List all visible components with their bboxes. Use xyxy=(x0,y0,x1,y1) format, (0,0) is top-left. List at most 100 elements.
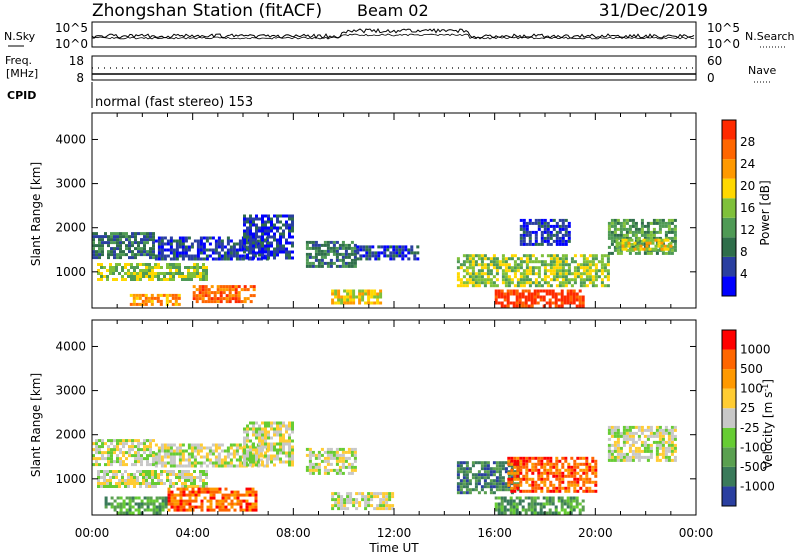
echo-cell xyxy=(143,439,146,443)
echo-cell xyxy=(655,242,659,246)
echo-cell xyxy=(218,502,222,506)
echo-cell xyxy=(233,508,237,512)
echo-cell xyxy=(350,246,354,250)
echo-cell xyxy=(525,260,529,264)
echo-cell xyxy=(202,461,206,465)
echo-cell xyxy=(542,304,546,308)
echo-cell xyxy=(122,241,125,245)
echo-cell xyxy=(110,505,114,509)
echo-cell xyxy=(125,247,128,251)
echo-cell xyxy=(202,482,205,485)
echo-cell xyxy=(320,459,324,463)
echo-cell xyxy=(619,449,623,453)
echo-cell xyxy=(148,272,151,275)
echo-cell xyxy=(551,502,555,506)
echo-cell xyxy=(456,278,460,282)
echo-cell xyxy=(670,227,674,231)
echo-cell xyxy=(326,471,330,475)
echo-cell xyxy=(147,299,151,303)
echo-cell xyxy=(555,272,559,276)
echo-cell xyxy=(219,285,223,289)
echo-cell xyxy=(666,238,670,242)
echo-cell xyxy=(193,272,196,275)
echo-cell xyxy=(569,496,573,500)
echo-cell xyxy=(648,247,652,251)
echo-cell xyxy=(104,496,108,500)
echo-cell xyxy=(613,425,617,429)
echo-cell xyxy=(106,473,109,476)
echo-cell xyxy=(364,301,368,305)
echo-cell xyxy=(567,236,571,240)
echo-cell xyxy=(549,263,553,267)
echo-cell xyxy=(560,496,564,500)
echo-cell xyxy=(353,447,357,451)
echo-cell xyxy=(265,464,269,468)
echo-cell xyxy=(563,502,567,506)
echo-cell xyxy=(373,289,377,293)
echo-cell xyxy=(347,465,351,469)
echo-cell xyxy=(542,298,546,302)
echo-cell xyxy=(202,266,205,269)
echo-cell xyxy=(252,238,255,242)
echo-cell xyxy=(154,482,157,485)
echo-cell xyxy=(139,278,142,281)
echo-cell xyxy=(549,260,553,264)
echo-cell xyxy=(152,247,155,251)
echo-cell xyxy=(185,502,189,506)
echo-cell xyxy=(540,284,544,288)
echo-cell xyxy=(531,480,535,484)
echo-cell xyxy=(578,301,582,305)
echo-cell xyxy=(172,239,176,243)
echo-cell xyxy=(567,230,571,234)
echo-cell xyxy=(350,468,354,472)
echo-cell xyxy=(534,278,538,282)
echo-cell xyxy=(347,264,351,268)
echo-cell xyxy=(380,251,384,255)
echo-cell xyxy=(646,455,650,459)
echo-cell xyxy=(343,498,347,502)
echo-cell xyxy=(364,495,368,499)
echo-cell xyxy=(159,293,163,297)
echo-cell xyxy=(178,449,182,453)
echo-cell xyxy=(252,223,255,227)
echo-cell xyxy=(628,455,632,459)
echo-cell xyxy=(137,241,140,245)
echo-cell xyxy=(223,455,227,459)
echo-cell xyxy=(516,263,520,267)
echo-cell xyxy=(175,269,178,272)
echo-cell xyxy=(288,226,291,230)
echo-cell xyxy=(477,482,481,486)
echo-cell xyxy=(657,244,661,248)
echo-cell xyxy=(543,227,547,231)
echo-cell xyxy=(317,453,321,457)
echo-cell xyxy=(203,496,207,500)
colorbar-frame xyxy=(721,119,737,297)
echo-cell xyxy=(270,223,273,227)
echo-cell xyxy=(276,442,279,446)
echo-cell xyxy=(173,493,177,497)
echo-cell xyxy=(113,235,116,239)
echo-cell xyxy=(579,266,583,270)
echo-cell xyxy=(178,443,182,447)
echo-cell xyxy=(157,461,161,465)
echo-cell xyxy=(172,452,176,456)
echo-cell xyxy=(115,278,118,281)
echo-cell xyxy=(498,464,502,468)
echo-cell xyxy=(649,221,653,225)
echo-cell xyxy=(462,281,466,285)
echo-cell xyxy=(140,505,144,509)
echo-cell xyxy=(546,230,550,234)
echo-cell xyxy=(256,458,260,462)
echo-cell xyxy=(534,281,538,285)
echo-cell xyxy=(175,242,179,246)
echo-cell xyxy=(291,256,294,260)
echo-cell xyxy=(368,248,372,252)
echo-cell xyxy=(109,470,112,473)
echo-cell xyxy=(528,230,532,234)
echo-cell xyxy=(127,275,130,278)
echo-cell xyxy=(159,299,163,303)
echo-cell xyxy=(244,245,248,249)
echo-cell xyxy=(540,471,544,475)
echo-cell xyxy=(534,456,538,460)
echo-cell xyxy=(498,263,502,267)
